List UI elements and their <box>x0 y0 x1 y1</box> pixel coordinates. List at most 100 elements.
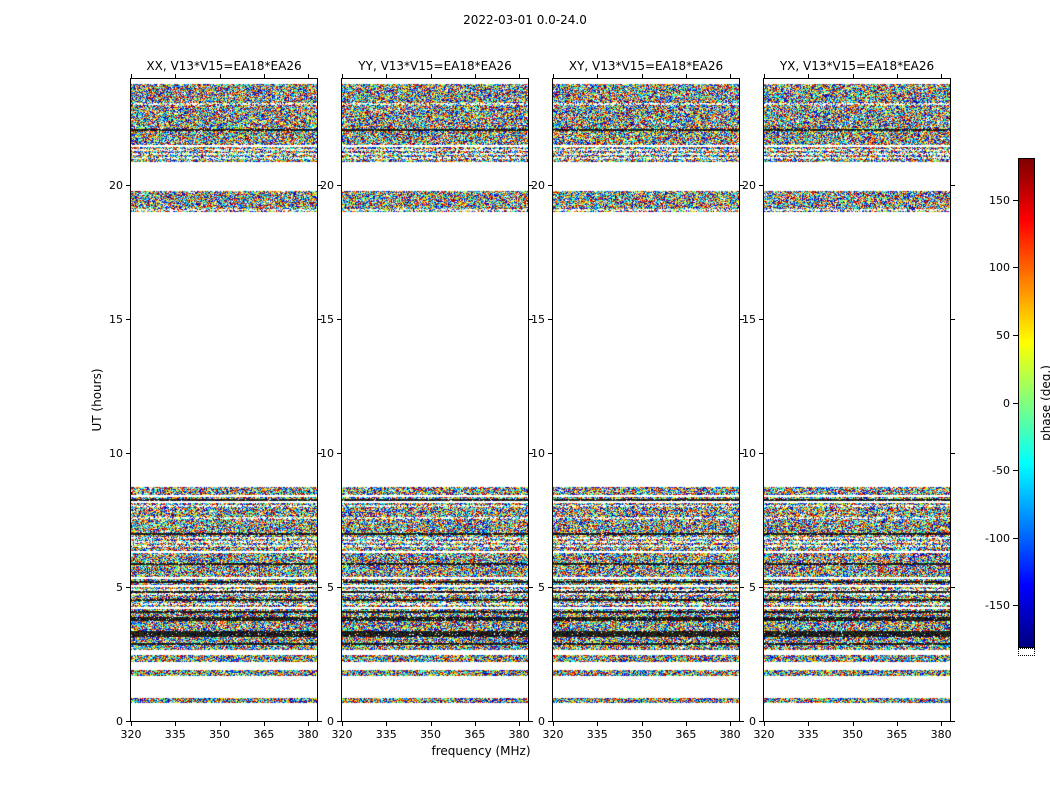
y-tick <box>951 721 955 722</box>
y-tick <box>126 185 130 186</box>
y-tick <box>337 721 341 722</box>
x-tick <box>475 74 476 78</box>
x-tick-label: 350 <box>209 728 231 741</box>
x-tick <box>597 722 598 726</box>
x-tick-label: 365 <box>886 728 908 741</box>
y-tick <box>740 587 744 588</box>
x-tick <box>131 722 132 726</box>
x-tick <box>808 74 809 78</box>
x-tick <box>264 722 265 726</box>
colorbar-tick <box>1013 538 1018 539</box>
x-tick-label: 365 <box>464 728 486 741</box>
y-tick-label: 5 <box>749 581 756 595</box>
phase-noise-canvas-yx <box>764 79 950 721</box>
x-tick <box>730 74 731 78</box>
y-tick <box>318 721 322 722</box>
y-tick-label: 10 <box>320 447 334 461</box>
x-tick <box>519 722 520 726</box>
x-tick <box>686 722 687 726</box>
colorbar-tick-label: 100 <box>989 261 1010 275</box>
y-tick-label: 15 <box>320 313 334 327</box>
y-tick <box>529 185 533 186</box>
x-tick <box>764 74 765 78</box>
x-tick <box>386 722 387 726</box>
x-tick-label: 380 <box>297 728 319 741</box>
y-tick <box>337 319 341 320</box>
x-tick-label: 320 <box>331 728 353 741</box>
y-tick <box>548 721 552 722</box>
x-tick-label: 335 <box>164 728 186 741</box>
x-tick-label: 335 <box>586 728 608 741</box>
x-tick <box>941 722 942 726</box>
x-tick-label: 365 <box>253 728 275 741</box>
x-tick <box>386 74 387 78</box>
y-tick <box>759 721 763 722</box>
colorbar-tick-label: 0 <box>1003 396 1010 410</box>
y-tick-label: 20 <box>742 179 756 193</box>
x-tick-label: 380 <box>508 728 530 741</box>
y-tick <box>951 319 955 320</box>
colorbar <box>1018 158 1035 648</box>
heatmap-panel-xx <box>130 78 318 722</box>
x-tick <box>553 74 554 78</box>
y-tick <box>548 453 552 454</box>
x-tick <box>597 74 598 78</box>
y-tick <box>318 185 322 186</box>
y-tick <box>740 185 744 186</box>
y-tick-label: 5 <box>116 581 123 595</box>
y-tick <box>951 185 955 186</box>
y-tick <box>529 319 533 320</box>
figure-title: 2022-03-01 0.0-24.0 <box>463 13 587 27</box>
y-axis-label: UT (hours) <box>90 368 104 432</box>
heatmap-panel-yy <box>341 78 529 722</box>
heatmap-panel-yx <box>763 78 951 722</box>
y-tick-label: 0 <box>538 715 545 728</box>
y-tick <box>318 587 322 588</box>
y-tick <box>759 319 763 320</box>
y-tick <box>337 587 341 588</box>
y-tick-label: 5 <box>538 581 545 595</box>
x-axis-label: frequency (MHz) <box>431 744 531 758</box>
y-tick <box>759 453 763 454</box>
colorbar-tick <box>1013 470 1018 471</box>
y-tick <box>951 453 955 454</box>
panel-title: XY, V13*V15=EA18*EA26 <box>568 59 724 73</box>
y-tick <box>126 319 130 320</box>
heatmap-panel-xy <box>552 78 740 722</box>
x-tick <box>764 722 765 726</box>
x-tick <box>220 722 221 726</box>
x-tick <box>730 722 731 726</box>
y-tick <box>126 587 130 588</box>
x-tick <box>175 722 176 726</box>
y-tick-label: 20 <box>531 179 545 193</box>
x-tick <box>808 722 809 726</box>
x-tick-label: 350 <box>420 728 442 741</box>
y-tick <box>318 453 322 454</box>
x-tick <box>175 74 176 78</box>
x-tick <box>853 722 854 726</box>
y-tick <box>740 319 744 320</box>
x-tick <box>131 74 132 78</box>
y-tick-label: 10 <box>109 447 123 461</box>
x-tick-label: 320 <box>120 728 142 741</box>
y-tick-label: 0 <box>116 715 123 728</box>
colorbar-tick <box>1013 335 1018 336</box>
panel-title: YY, V13*V15=EA18*EA26 <box>358 59 512 73</box>
y-tick <box>529 453 533 454</box>
panel-title: XX, V13*V15=EA18*EA26 <box>146 59 302 73</box>
y-tick-label: 5 <box>327 581 334 595</box>
y-tick <box>951 587 955 588</box>
x-tick-label: 380 <box>930 728 952 741</box>
colorbar-extension <box>1018 648 1035 656</box>
x-tick <box>686 74 687 78</box>
y-tick-label: 20 <box>109 179 123 193</box>
y-tick <box>529 721 533 722</box>
x-tick <box>342 722 343 726</box>
y-tick <box>548 587 552 588</box>
y-tick <box>548 185 552 186</box>
y-tick-label: 15 <box>742 313 756 327</box>
x-tick <box>264 74 265 78</box>
x-tick-label: 350 <box>631 728 653 741</box>
x-tick-label: 350 <box>842 728 864 741</box>
y-tick <box>126 721 130 722</box>
